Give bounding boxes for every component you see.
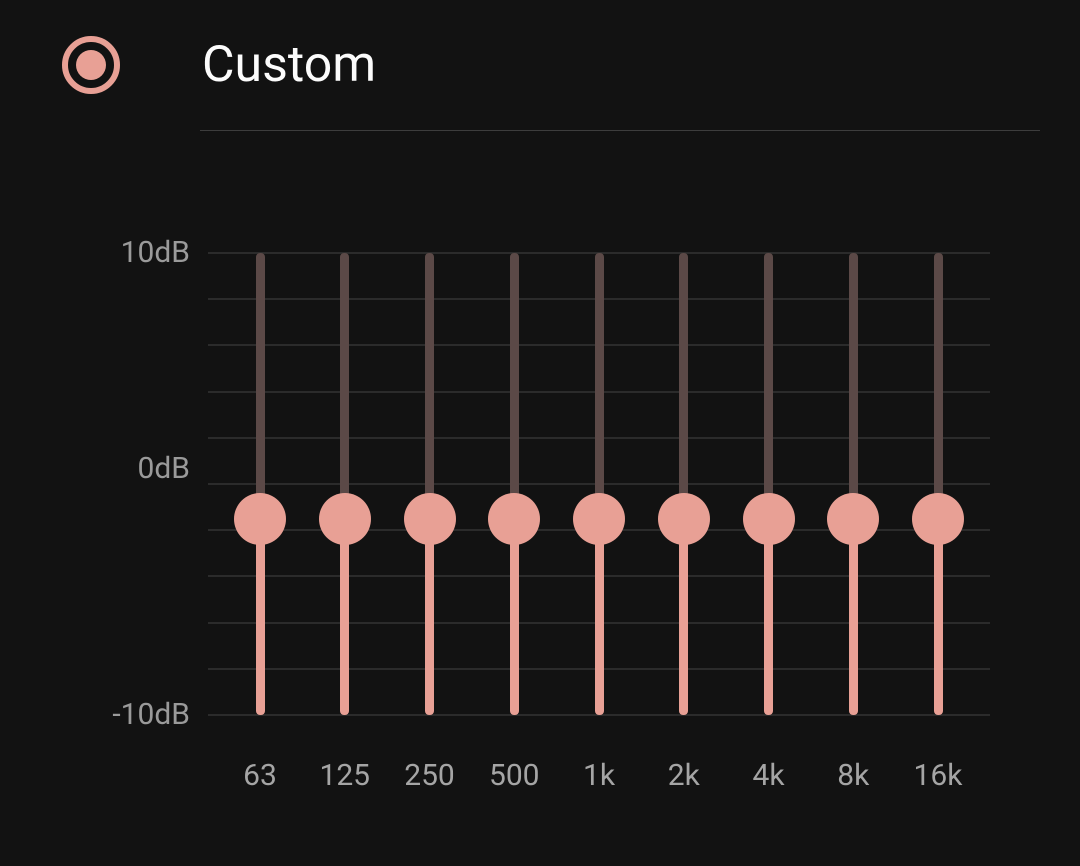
slider-track-upper: [934, 253, 943, 519]
slider-track-upper: [510, 253, 519, 519]
slider-thumb[interactable]: [573, 493, 625, 545]
slider-track-lower: [679, 519, 688, 715]
y-axis-label-mid: 0dB: [90, 454, 190, 484]
slider-track-lower: [934, 519, 943, 715]
slider-track-upper: [425, 253, 434, 519]
eq-slider-500[interactable]: [484, 253, 544, 715]
slider-track-upper: [764, 253, 773, 519]
freq-label-16k: 16k: [908, 758, 968, 793]
slider-thumb[interactable]: [404, 493, 456, 545]
slider-track-lower: [595, 519, 604, 715]
eq-slider-4k[interactable]: [739, 253, 799, 715]
slider-track-upper: [595, 253, 604, 519]
slider-thumb[interactable]: [234, 493, 286, 545]
eq-slider-125[interactable]: [315, 253, 375, 715]
freq-label-250: 250: [400, 758, 460, 793]
radio-selected-dot-icon: [76, 50, 106, 80]
slider-track-lower: [340, 519, 349, 715]
slider-thumb[interactable]: [319, 493, 371, 545]
slider-track-lower: [764, 519, 773, 715]
slider-thumb[interactable]: [827, 493, 879, 545]
freq-label-500: 500: [484, 758, 544, 793]
slider-track-lower: [510, 519, 519, 715]
eq-slider-250[interactable]: [400, 253, 460, 715]
slider-thumb[interactable]: [488, 493, 540, 545]
slider-track-lower: [425, 519, 434, 715]
slider-track-upper: [679, 253, 688, 519]
slider-thumb[interactable]: [912, 493, 964, 545]
x-axis: 63 125 250 500 1k 2k 4k 8k 16k: [208, 758, 990, 793]
freq-label-4k: 4k: [739, 758, 799, 793]
y-axis: 10dB 0dB -10dB: [90, 253, 190, 715]
slider-track-lower: [256, 519, 265, 715]
freq-label-63: 63: [230, 758, 290, 793]
freq-label-8k: 8k: [823, 758, 883, 793]
eq-slider-16k[interactable]: [908, 253, 968, 715]
slider-thumb[interactable]: [743, 493, 795, 545]
freq-label-1k: 1k: [569, 758, 629, 793]
slider-track-upper: [256, 253, 265, 519]
header-divider: [200, 130, 1040, 131]
equalizer-header: Custom: [0, 0, 1080, 130]
y-axis-label-min: -10dB: [90, 700, 190, 730]
eq-slider-1k[interactable]: [569, 253, 629, 715]
freq-label-2k: 2k: [654, 758, 714, 793]
custom-radio-button[interactable]: [62, 36, 120, 94]
slider-track-lower: [849, 519, 858, 715]
preset-title: Custom: [202, 36, 376, 94]
y-axis-label-max: 10dB: [90, 238, 190, 268]
eq-slider-8k[interactable]: [823, 253, 883, 715]
eq-slider-63[interactable]: [230, 253, 290, 715]
eq-slider-2k[interactable]: [654, 253, 714, 715]
freq-label-125: 125: [315, 758, 375, 793]
slider-track-upper: [849, 253, 858, 519]
slider-thumb[interactable]: [658, 493, 710, 545]
slider-track-upper: [340, 253, 349, 519]
eq-sliders: [208, 253, 990, 715]
